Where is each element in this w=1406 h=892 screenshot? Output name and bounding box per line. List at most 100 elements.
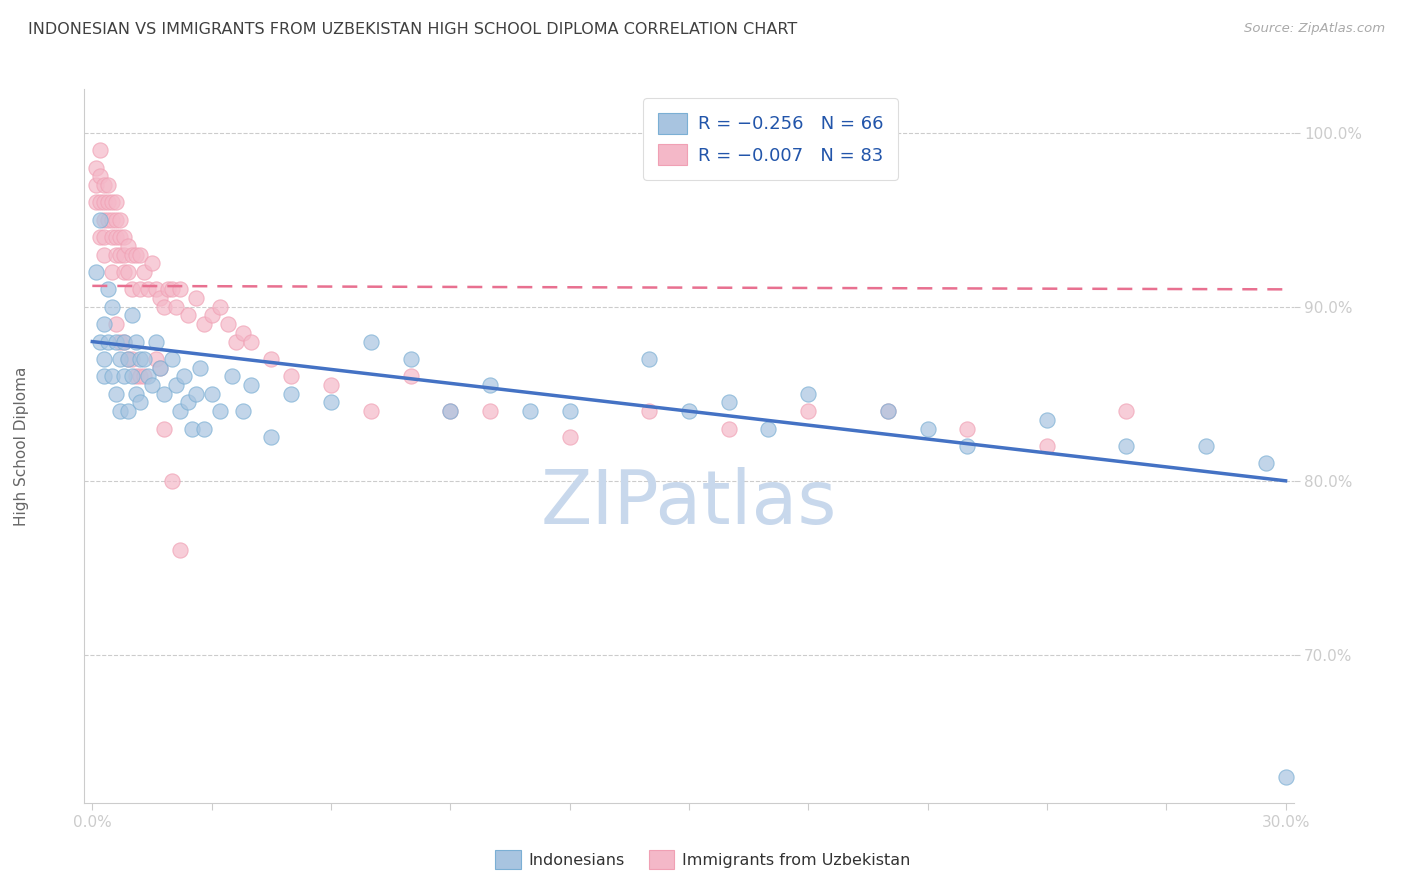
Point	[145, 282, 167, 296]
Point	[129, 395, 152, 409]
Point	[117, 265, 139, 279]
Text: ZIPatlas: ZIPatlas	[541, 467, 837, 540]
Point	[156, 282, 179, 296]
Point	[129, 247, 152, 261]
Point	[1115, 404, 1137, 418]
Point	[108, 230, 131, 244]
Point	[97, 178, 120, 192]
Point	[169, 543, 191, 558]
Point	[84, 161, 107, 175]
Point	[121, 351, 143, 366]
Point	[439, 404, 461, 418]
Point	[1115, 439, 1137, 453]
Point	[280, 386, 302, 401]
Point	[121, 247, 143, 261]
Point	[97, 212, 120, 227]
Point	[638, 404, 661, 418]
Point	[108, 334, 131, 349]
Point	[232, 326, 254, 340]
Point	[141, 378, 163, 392]
Point	[89, 169, 111, 184]
Point	[101, 265, 124, 279]
Text: INDONESIAN VS IMMIGRANTS FROM UZBEKISTAN HIGH SCHOOL DIPLOMA CORRELATION CHART: INDONESIAN VS IMMIGRANTS FROM UZBEKISTAN…	[28, 22, 797, 37]
Point	[232, 404, 254, 418]
Y-axis label: High School Diploma: High School Diploma	[14, 367, 28, 525]
Point	[260, 430, 283, 444]
Point	[121, 369, 143, 384]
Point	[132, 351, 155, 366]
Point	[93, 369, 115, 384]
Point	[132, 369, 155, 384]
Point	[93, 178, 115, 192]
Point	[160, 351, 183, 366]
Point	[1274, 770, 1296, 784]
Point	[169, 404, 191, 418]
Point	[479, 378, 502, 392]
Point	[84, 195, 107, 210]
Point	[240, 334, 263, 349]
Point	[89, 212, 111, 227]
Point	[519, 404, 541, 418]
Point	[201, 309, 224, 323]
Point	[105, 334, 128, 349]
Point	[876, 404, 898, 418]
Point	[89, 334, 111, 349]
Point	[319, 395, 342, 409]
Point	[112, 334, 135, 349]
Point	[108, 247, 131, 261]
Point	[89, 195, 111, 210]
Point	[180, 421, 202, 435]
Point	[717, 395, 740, 409]
Point	[1254, 457, 1277, 471]
Point	[193, 421, 215, 435]
Point	[108, 351, 131, 366]
Legend: Indonesians, Immigrants from Uzbekistan: Indonesians, Immigrants from Uzbekistan	[489, 844, 917, 875]
Point	[117, 351, 139, 366]
Point	[112, 265, 135, 279]
Point	[149, 360, 172, 375]
Point	[108, 404, 131, 418]
Point	[112, 334, 135, 349]
Point	[360, 404, 382, 418]
Point	[280, 369, 302, 384]
Point	[177, 309, 200, 323]
Point	[797, 386, 820, 401]
Point	[160, 282, 183, 296]
Point	[153, 386, 176, 401]
Point	[101, 195, 124, 210]
Point	[105, 212, 128, 227]
Point	[145, 334, 167, 349]
Point	[193, 317, 215, 331]
Point	[1036, 413, 1059, 427]
Point	[184, 386, 207, 401]
Point	[93, 230, 115, 244]
Point	[101, 212, 124, 227]
Point	[225, 334, 247, 349]
Point	[93, 195, 115, 210]
Point	[84, 178, 107, 192]
Point	[678, 404, 700, 418]
Point	[112, 230, 135, 244]
Text: Source: ZipAtlas.com: Source: ZipAtlas.com	[1244, 22, 1385, 36]
Point	[93, 351, 115, 366]
Point	[177, 395, 200, 409]
Point	[105, 195, 128, 210]
Point	[105, 247, 128, 261]
Point	[101, 300, 124, 314]
Point	[117, 351, 139, 366]
Point	[117, 404, 139, 418]
Point	[917, 421, 939, 435]
Point	[160, 474, 183, 488]
Point	[184, 291, 207, 305]
Point	[1036, 439, 1059, 453]
Point	[876, 404, 898, 418]
Point	[399, 369, 422, 384]
Point	[129, 351, 152, 366]
Point	[112, 369, 135, 384]
Point	[1195, 439, 1218, 453]
Point	[125, 334, 148, 349]
Point	[758, 421, 780, 435]
Point	[153, 421, 176, 435]
Point	[121, 309, 143, 323]
Point	[149, 291, 172, 305]
